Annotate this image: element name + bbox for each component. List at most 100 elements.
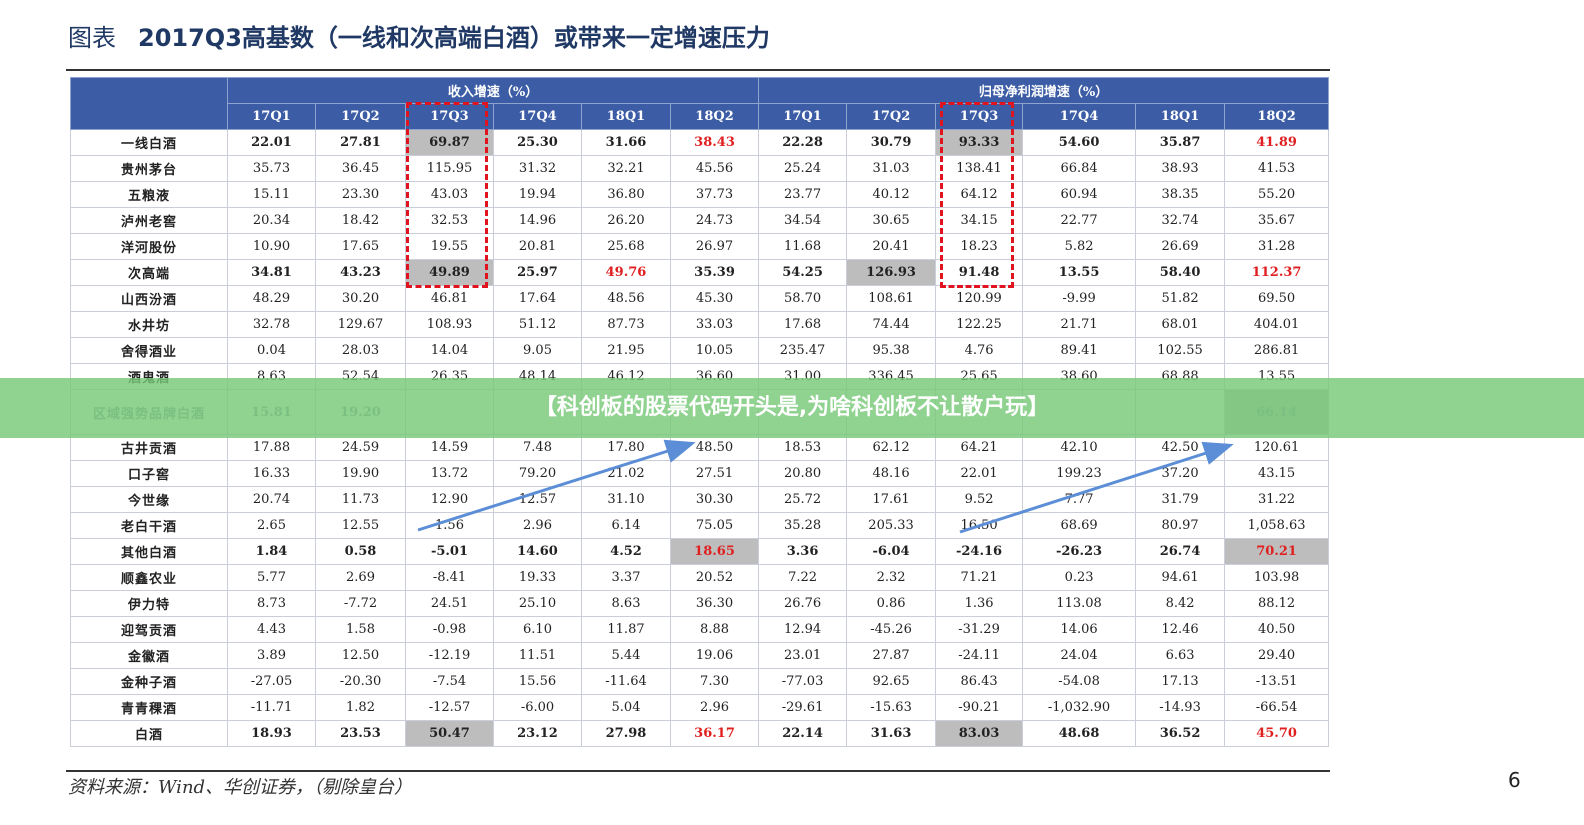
top-rule	[66, 69, 1330, 71]
cell: 32.21	[581, 155, 671, 182]
row-label: 顺鑫农业	[70, 564, 228, 591]
cell: 91.48	[935, 259, 1024, 286]
cell: 4.43	[227, 616, 316, 643]
cell: 15.11	[227, 181, 316, 208]
table-row: 伊力特 8.73 -7.72 24.51 25.10 8.63 36.30 26.76 0.86…	[70, 590, 1330, 617]
table-row: 泸州老窖 20.34 18.42 32.53 14.96 26.20 24.73 34.54 3…	[70, 207, 1330, 234]
cell: -27.05	[227, 668, 316, 695]
cell: -5.01	[405, 538, 494, 565]
row-label: 泸州老窖	[70, 207, 228, 234]
cell: -15.63	[846, 694, 937, 721]
column-header: 17Q1	[758, 103, 848, 130]
row-label: 伊力特	[70, 590, 228, 617]
trend-arrow	[417, 439, 696, 532]
page-number: 6	[1508, 768, 1521, 792]
highlight-box	[406, 102, 488, 288]
title: 图表 2017Q3高基数（一线和次高端白酒）或带来一定增速压力	[68, 18, 770, 53]
cell: 50.47	[405, 720, 494, 747]
cell: 26.97	[669, 233, 760, 260]
cell: 23.30	[315, 181, 406, 208]
cell: 68.69	[1022, 512, 1137, 539]
cell: 22.77	[1022, 207, 1137, 234]
cell: 11.87	[581, 616, 671, 643]
highlight-box	[940, 102, 1014, 288]
column-header: 17Q3	[935, 103, 1024, 130]
cell: 108.93	[405, 311, 494, 338]
cell: 30.65	[846, 207, 937, 234]
cell: 49.89	[405, 259, 494, 286]
cell: 23.77	[758, 181, 848, 208]
cell: 8.63	[581, 590, 671, 617]
column-header: 17Q3	[405, 103, 494, 130]
cell: 35.87	[1135, 129, 1226, 156]
table-row: 山西汾酒 48.29 30.20 46.81 17.64 48.56 45.30 58.70 1…	[70, 285, 1330, 312]
cell: 58.40	[1135, 259, 1226, 286]
cell: 4.76	[935, 337, 1024, 364]
cell: 9.52	[935, 486, 1024, 513]
cell: 48.29	[227, 285, 316, 312]
cell: 5.44	[581, 642, 671, 669]
cell: 60.94	[1022, 181, 1137, 208]
cell: 16.33	[227, 460, 316, 487]
cell: -24.16	[935, 538, 1024, 565]
cell: 37.20	[1135, 460, 1226, 487]
cell: 120.61	[1224, 434, 1330, 461]
group-header: 归母净利润增速（%）	[758, 77, 1330, 104]
cell: 8.88	[669, 616, 760, 643]
cell: 19.90	[315, 460, 406, 487]
cell: 40.50	[1224, 616, 1330, 643]
cell: 24.73	[669, 207, 760, 234]
cell: 1.36	[935, 590, 1024, 617]
header-row: 17Q1 17Q2 17Q3 17Q4 18Q1 18Q2 17Q1 17Q2 17Q3 17Q4…	[71, 103, 1330, 130]
cell: 404.01	[1224, 311, 1330, 338]
cell: 51.12	[493, 311, 582, 338]
cell: 20.34	[227, 207, 316, 234]
cell: 26.20	[581, 207, 671, 234]
cell: 18.65	[669, 538, 760, 565]
cell: 34.15	[935, 207, 1024, 234]
cell: 93.33	[935, 129, 1024, 156]
cell: 138.41	[935, 155, 1024, 182]
cell: 15.56	[493, 668, 582, 695]
cell: 41.89	[1224, 129, 1330, 156]
cell: 25.24	[758, 155, 848, 182]
cell: 45.70	[1224, 720, 1330, 747]
cell: 36.45	[315, 155, 406, 182]
column-header: 17Q4	[1022, 103, 1137, 130]
row-label: 白酒	[70, 720, 228, 747]
cell: 35.28	[758, 512, 848, 539]
cell: 108.61	[846, 285, 937, 312]
banner[interactable]: 【科创板的股票代码开头是,为啥科创板不让散户玩】	[0, 378, 1584, 438]
cell: -7.54	[405, 668, 494, 695]
row-label: 青青稞酒	[70, 694, 228, 721]
cell: -26.23	[1022, 538, 1137, 565]
cell: 31.32	[493, 155, 582, 182]
row-label: 口子窖	[70, 460, 228, 487]
cell: 87.73	[581, 311, 671, 338]
table-row: 古井贡酒 17.88 24.59 14.59 7.48 17.80 48.50 18.53 62…	[70, 434, 1330, 461]
cell: 41.53	[1224, 155, 1330, 182]
row-label: 五粮液	[70, 181, 228, 208]
cell: 29.40	[1224, 642, 1330, 669]
cell: 18.53	[758, 434, 848, 461]
cell: 286.81	[1224, 337, 1330, 364]
cell: -31.29	[935, 616, 1024, 643]
table-row: 顺鑫农业 5.77 2.69 -8.41 19.33 3.37 20.52 7.22 2.32 7…	[70, 564, 1330, 591]
column-header: 17Q2	[846, 103, 937, 130]
column-header: 17Q1	[227, 103, 316, 130]
cell: 25.30	[493, 129, 582, 156]
cell: 48.56	[581, 285, 671, 312]
cell: 94.61	[1135, 564, 1226, 591]
cell: 45.30	[669, 285, 760, 312]
cell: 71.21	[935, 564, 1024, 591]
cell: 26.76	[758, 590, 848, 617]
cell: 19.94	[493, 181, 582, 208]
cell: 43.03	[405, 181, 494, 208]
cell: -24.11	[935, 642, 1024, 669]
title-text: 2017Q3高基数（一线和次高端白酒）或带来一定增速压力	[138, 24, 770, 52]
cell: 20.52	[669, 564, 760, 591]
cell: 27.87	[846, 642, 937, 669]
cell: -1,032.90	[1022, 694, 1137, 721]
cell: 122.25	[935, 311, 1024, 338]
cell: 11.73	[315, 486, 406, 513]
